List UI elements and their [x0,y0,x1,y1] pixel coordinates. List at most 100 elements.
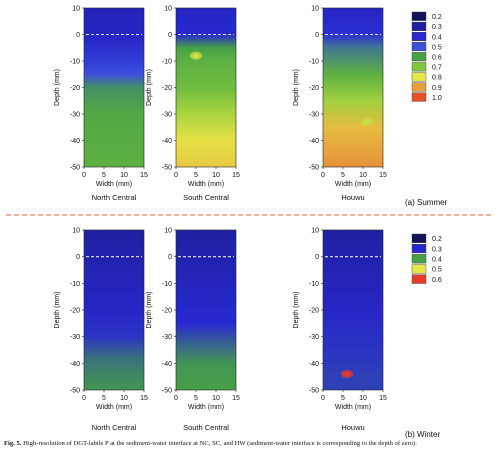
y-tick-label: -10 [309,59,319,66]
y-tick-label: 10 [164,228,172,235]
season-label: (b) Winter [405,430,440,439]
y-tick-label: -40 [309,138,319,145]
y-tick-label: -20 [309,85,319,92]
site-name: South Central [183,193,229,202]
x-tick-label: 10 [359,395,367,402]
x-axis-label: Width (mm) [335,181,371,188]
y-tick-label: -30 [309,334,319,341]
site-name: Houwu [341,423,364,432]
x-tick-label: 5 [194,395,198,402]
heatmap-field [323,8,383,167]
colorbar-label: 0.5 [432,44,442,51]
heatmap-field [176,8,236,167]
y-tick-label: -10 [70,59,80,66]
x-tick-label: 15 [379,172,387,179]
x-tick-label: 10 [212,172,220,179]
y-tick-label: 0 [168,32,172,39]
heatmap-field [323,230,383,390]
site-name: North Central [92,423,137,432]
y-tick-label: -40 [162,361,172,368]
y-axis-label: Depth (mm) [146,292,153,329]
colorbar-swatch [411,32,427,42]
y-tick-label: -10 [309,281,319,288]
y-tick-label: -20 [70,308,80,315]
colorbar-swatch [411,243,427,254]
x-tick-label: 0 [82,395,86,402]
y-tick-label: 0 [168,254,172,261]
x-axis-label: Width (mm) [335,404,371,411]
x-tick-label: 5 [341,395,345,402]
colorbar-legend: 0.2 0.3 0.4 0.5 0.6 0.7 0.8 0.9 1.0 [411,11,442,102]
y-axis-label: Depth (mm) [54,69,61,106]
caption-label: Fig. 5. [4,440,22,447]
y-tick-label: -50 [70,165,80,172]
hotspot-core [193,53,199,58]
y-axis-label: Depth (mm) [293,69,300,106]
y-tick-label: -10 [162,59,172,66]
y-tick-label: -20 [162,308,172,315]
heatmap-field [176,230,236,390]
x-tick-label: 0 [321,172,325,179]
colorbar-label: 0.6 [432,277,442,284]
y-tick-label: 0 [315,254,319,261]
y-tick-label: -30 [70,112,80,119]
y-tick-label: 0 [315,32,319,39]
x-tick-label: 15 [379,395,387,402]
colorbar-label: 0.9 [432,85,442,92]
x-tick-label: 15 [140,395,148,402]
x-tick-label: 10 [120,172,128,179]
colorbar-label: 1.0 [432,95,442,102]
heatmap-field [84,8,144,167]
y-tick-label: 0 [76,32,80,39]
colorbar-swatch [411,82,427,92]
y-tick-label: -30 [162,112,172,119]
y-axis-label: Depth (mm) [54,292,61,329]
y-tick-label: -20 [162,85,172,92]
figure-caption: Fig. 5. High-resolution of DGT-labile P … [4,440,498,448]
x-axis-label: Width (mm) [188,404,224,411]
colorbar-swatch [411,11,427,21]
x-tick-label: 0 [321,395,325,402]
colorbar-swatch [411,92,427,102]
x-tick-label: 0 [174,395,178,402]
colorbar-swatch [411,72,427,82]
colorbar-label: 0.6 [432,54,442,61]
x-tick-label: 10 [212,395,220,402]
colorbar-label: 0.2 [432,14,442,21]
site-name: South Central [183,423,229,432]
y-tick-label: -20 [70,85,80,92]
x-tick-label: 0 [174,172,178,179]
colorbar-swatch [411,21,427,31]
colorbar-swatch [411,274,427,284]
x-axis-label: Width (mm) [96,181,132,188]
colorbar-label: 0.3 [432,246,442,253]
x-tick-label: 10 [120,395,128,402]
y-tick-label: -40 [70,361,80,368]
x-tick-label: 10 [359,172,367,179]
site-name: Houwu [341,193,364,202]
y-tick-label: 10 [72,228,80,235]
x-tick-label: 0 [82,172,86,179]
y-axis-label: Depth (mm) [146,69,153,106]
colorbar-swatch [411,42,427,52]
y-tick-label: -40 [162,138,172,145]
heatmap-field [84,230,144,390]
colorbar-swatch [411,254,427,264]
colorbar-label: 0.5 [432,267,442,274]
x-tick-label: 5 [341,172,345,179]
y-tick-label: -10 [162,281,172,288]
colorbar-label: 0.4 [432,257,442,264]
x-tick-label: 5 [194,172,198,179]
colorbar-swatch [411,264,427,274]
colorbar-label: 0.7 [432,65,442,72]
y-tick-label: 0 [76,254,80,261]
